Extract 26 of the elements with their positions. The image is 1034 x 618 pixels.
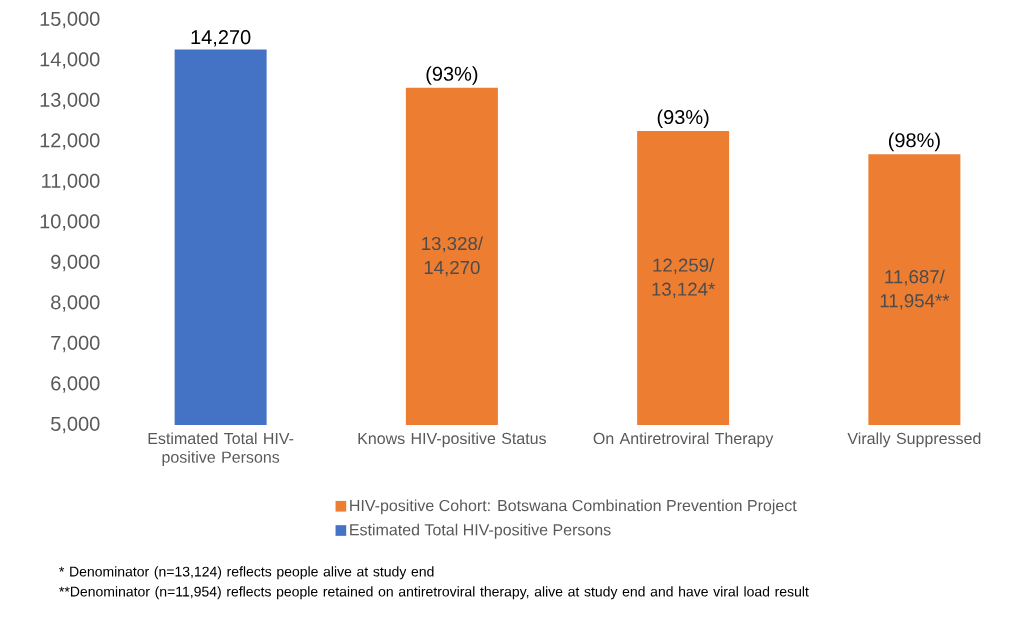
x-tick-label: Estimated Total HIV-positive Persons <box>148 432 294 466</box>
y-tick-label: 12,000 <box>40 133 100 150</box>
y-tick-label: 14,000 <box>40 52 100 69</box>
y-tick-label: 9,000 <box>51 254 100 272</box>
text: * Denominator (n=13,124) reflects people alive at study end <box>59 566 434 580</box>
annotation: (98%) <box>888 132 940 152</box>
legend-label: Estimated Total HIV-positive Persons <box>350 523 611 539</box>
data-label: 13,328/ 14,270 <box>422 236 484 277</box>
annotation: (93%) <box>426 66 478 85</box>
data-label: 11,687/ 11,954** <box>880 269 950 310</box>
text: **Denominator (n=11,954) reflects people retained on antiretroviral therapy, alive at study end and have viral load result <box>59 586 809 600</box>
y-tick-label: 11,000 <box>42 173 100 191</box>
y-tick-label: 8,000 <box>51 295 100 312</box>
data-label: 14,270 <box>191 30 251 47</box>
y-tick-label: 6,000 <box>51 376 100 393</box>
y-tick-label: 13,000 <box>40 92 100 110</box>
y-tick-label: 5,000 <box>51 416 100 434</box>
y-tick-label: 10,000 <box>40 214 100 231</box>
x-tick-label: Knows HIV-positive Status <box>358 432 546 448</box>
annotation: (93%) <box>657 109 709 129</box>
legend-label: HIV-positive Cohort: Botswana Combination Prevention Project <box>350 499 797 515</box>
y-tick-label: 15,000 <box>40 11 100 29</box>
y-tick-label: 7,000 <box>51 335 100 353</box>
x-tick-label: Virally Suppressed <box>847 432 981 448</box>
x-tick-label: On Antiretroviral Therapy <box>593 432 774 448</box>
data-label: 12,259/ 13,124* <box>652 258 716 298</box>
